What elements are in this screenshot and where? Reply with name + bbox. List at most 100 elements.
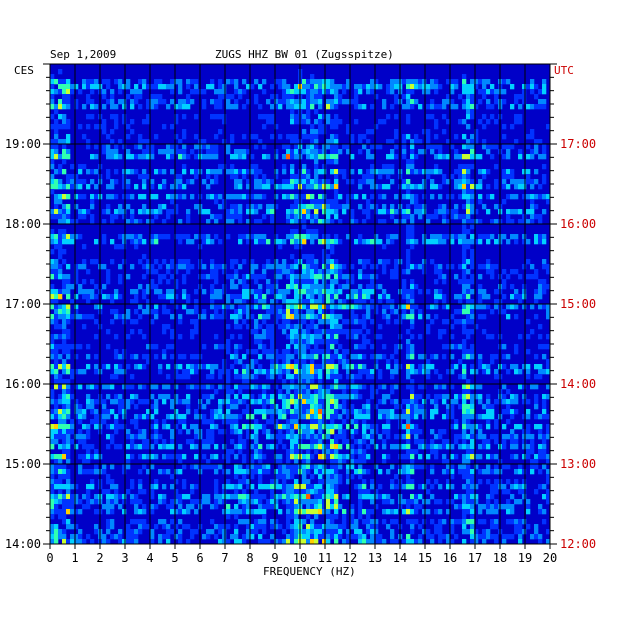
spectrogram-cell (242, 149, 247, 155)
spectrogram-cell (462, 274, 467, 280)
spectrogram-cell (462, 89, 467, 95)
spectrogram-cell (294, 454, 299, 460)
spectrogram-cell (454, 234, 459, 240)
spectrogram-cell (466, 269, 471, 275)
spectrogram-cell (182, 154, 187, 160)
spectrogram-cell (394, 364, 399, 370)
spectrogram-cell (374, 304, 379, 310)
spectrogram-cell (454, 454, 459, 460)
spectrogram-cell (470, 479, 475, 485)
spectrogram-cell (258, 369, 263, 375)
spectrogram-cell (466, 144, 471, 150)
spectrogram-cell (322, 254, 327, 260)
spectrogram-cell (242, 469, 247, 475)
spectrogram-cell (218, 239, 223, 245)
spectrogram-cell (334, 99, 339, 105)
spectrogram-cell (166, 294, 171, 300)
spectrogram-cell (366, 274, 371, 280)
spectrogram-cell (442, 219, 447, 225)
spectrogram-cell (270, 364, 275, 370)
spectrogram-cell (462, 289, 467, 295)
spectrogram-cell (486, 414, 491, 420)
spectrogram-cell (110, 259, 115, 265)
spectrogram-cell (314, 414, 319, 420)
spectrogram-cell (246, 209, 251, 215)
spectrogram-cell (234, 474, 239, 480)
spectrogram-cell (78, 434, 83, 440)
spectrogram-cell (230, 214, 235, 220)
spectrogram-cell (102, 469, 107, 475)
spectrogram-cell (382, 294, 387, 300)
spectrogram-cell (210, 179, 215, 185)
spectrogram-cell (82, 369, 87, 375)
spectrogram-cell (302, 464, 307, 470)
spectrogram-cell (450, 414, 455, 420)
spectrogram-cell (346, 439, 351, 445)
spectrogram-cell (538, 504, 543, 510)
spectrogram-cell (378, 384, 383, 390)
spectrogram-cell (274, 294, 279, 300)
spectrogram-cell (506, 404, 511, 410)
spectrogram-cell (214, 504, 219, 510)
spectrogram-cell (458, 374, 463, 380)
spectrogram-cell (518, 484, 523, 490)
spectrogram-cell (306, 494, 311, 500)
spectrogram-cell (414, 79, 419, 85)
spectrogram-cell (366, 509, 371, 515)
spectrogram-cell (322, 364, 327, 370)
spectrogram-cell (458, 154, 463, 160)
spectrogram-cell (266, 369, 271, 375)
spectrogram-cell (382, 459, 387, 465)
spectrogram-cell (454, 419, 459, 425)
spectrogram-cell (350, 319, 355, 325)
spectrogram-cell (350, 354, 355, 360)
spectrogram-cell (370, 299, 375, 305)
spectrogram-cell (418, 464, 423, 470)
spectrogram-cell (314, 424, 319, 430)
spectrogram-cell (94, 124, 99, 130)
spectrogram-cell (326, 314, 331, 320)
spectrogram-cell (106, 394, 111, 400)
spectrogram-cell (294, 154, 299, 160)
spectrogram-cell (270, 399, 275, 405)
spectrogram-cell (406, 404, 411, 410)
spectrogram-cell (142, 444, 147, 450)
spectrogram-cell (242, 154, 247, 160)
spectrogram-cell (290, 269, 295, 275)
spectrogram-cell (86, 494, 91, 500)
spectrogram-cell (270, 309, 275, 315)
spectrogram-cell (246, 194, 251, 200)
spectrogram-cell (66, 204, 71, 210)
spectrogram-cell (142, 414, 147, 420)
spectrogram-cell (314, 329, 319, 335)
spectrogram-cell (54, 234, 59, 240)
spectrogram-cell (138, 104, 143, 110)
spectrogram-cell (526, 104, 531, 110)
spectrogram-cell (394, 369, 399, 375)
spectrogram-cell (410, 169, 415, 175)
spectrogram-cell (514, 239, 519, 245)
spectrogram-cell (126, 334, 131, 340)
spectrogram-cell (166, 414, 171, 420)
spectrogram-cell (538, 234, 543, 240)
spectrogram-cell (454, 364, 459, 370)
spectrogram-cell (158, 79, 163, 85)
spectrogram-cell (326, 294, 331, 300)
spectrogram-cell (282, 409, 287, 415)
spectrogram-cell (126, 364, 131, 370)
spectrogram-cell (54, 479, 59, 485)
spectrogram-cell (394, 384, 399, 390)
spectrogram-cell (266, 329, 271, 335)
spectrogram-cell (150, 424, 155, 430)
spectrogram-cell (166, 84, 171, 90)
spectrogram-cell (362, 519, 367, 525)
spectrogram-cell (362, 459, 367, 465)
spectrogram-cell (82, 454, 87, 460)
spectrogram-cell (150, 404, 155, 410)
spectrogram-cell (74, 219, 79, 225)
spectrogram-cell (470, 519, 475, 525)
spectrogram-cell (318, 349, 323, 355)
spectrogram-cell (54, 104, 59, 110)
spectrogram-cell (454, 294, 459, 300)
spectrogram-cell (258, 364, 263, 370)
